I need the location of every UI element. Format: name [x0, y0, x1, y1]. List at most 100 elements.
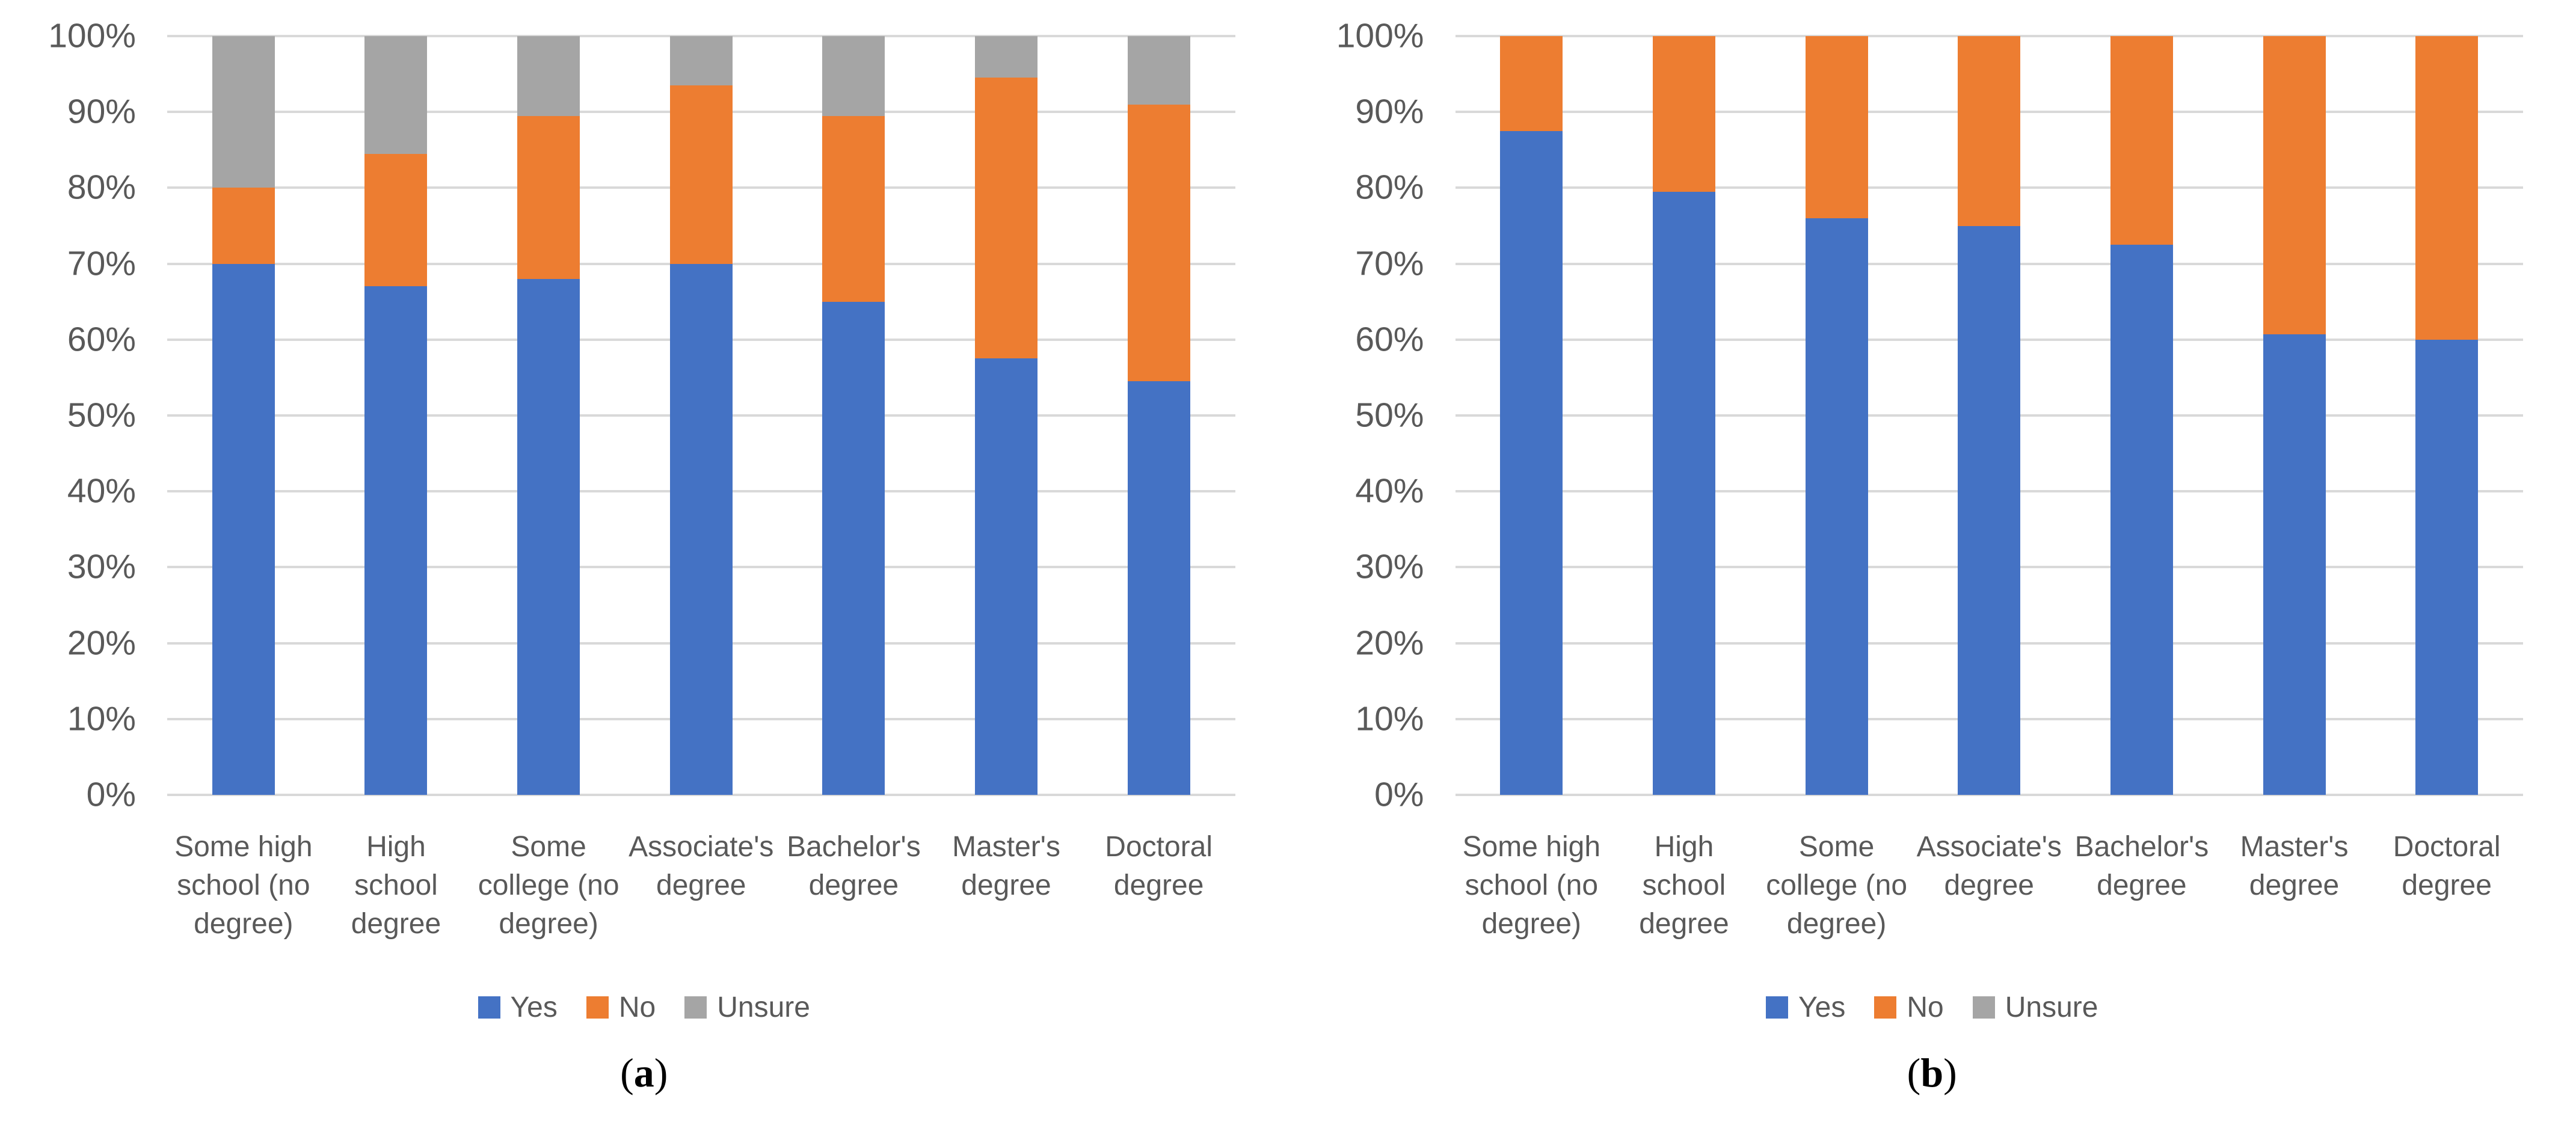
y-tick-label: 70%	[1355, 244, 1424, 283]
y-tick-label: 80%	[1355, 168, 1424, 207]
legend-swatch-no	[586, 996, 609, 1019]
caption-paren-open: (	[620, 1050, 634, 1096]
caption-letter: b	[1920, 1050, 1944, 1096]
bars-container	[167, 36, 1235, 795]
bar-segment-yes	[2110, 245, 2173, 795]
y-tick-label: 50%	[67, 396, 136, 435]
bar-segment-yes	[517, 278, 580, 795]
legend-label: Yes	[1798, 991, 1846, 1024]
x-category-label: Associate's degree	[1916, 831, 2062, 901]
bar-segment-yes	[212, 263, 275, 795]
x-category-label: Doctoral degree	[1105, 831, 1213, 901]
y-tick-label: 20%	[1355, 624, 1424, 663]
bar-3	[1760, 36, 1913, 795]
bar-segment-unsure	[669, 36, 733, 86]
bar-segment-unsure	[975, 36, 1038, 78]
legend-swatch-no	[1874, 996, 1897, 1019]
x-category-label: Some college (no degree)	[478, 831, 619, 940]
y-tick-label: 100%	[1336, 16, 1424, 55]
bar-segment-yes	[1652, 191, 1715, 795]
bar-4	[1913, 36, 2065, 795]
x-axis-category-labels-b: Some high school (no degree) High school degr…	[1456, 795, 2524, 943]
caption-a: (a)	[0, 1049, 1288, 1097]
legend-item-unsure: Unsure	[1972, 991, 2098, 1024]
bar-7	[1083, 36, 1235, 795]
gridline	[167, 35, 1235, 37]
x-category-label: Doctoral degree	[2393, 831, 2501, 901]
x-category-label: Master's degree	[952, 831, 1060, 901]
legend-item-yes: Yes	[1766, 991, 1845, 1024]
bar-segment-yes	[1127, 381, 1190, 795]
legend-b: Yes No Unsure	[1288, 991, 2576, 1024]
y-tick-label: 10%	[67, 699, 136, 738]
bar-segment-no	[2110, 36, 2173, 245]
y-tick-label: 60%	[1355, 320, 1424, 359]
bar-2	[320, 36, 473, 795]
x-category-label: Bachelor's degree	[787, 831, 921, 901]
bar-segment-no	[364, 153, 428, 287]
y-tick-label: 50%	[1355, 396, 1424, 435]
bar-6	[930, 36, 1083, 795]
legend-label: Yes	[510, 991, 558, 1024]
bar-segment-no	[2263, 36, 2326, 334]
y-tick-label: 40%	[67, 471, 136, 510]
legend-label: No	[1907, 991, 1944, 1024]
legend-label: Unsure	[717, 991, 810, 1024]
bar-segment-unsure	[822, 36, 885, 116]
bar-segment-no	[212, 188, 275, 264]
legend-item-unsure: Unsure	[684, 991, 810, 1024]
x-category-label: High school degree	[351, 831, 441, 940]
bar-segment-no	[1958, 36, 2021, 226]
y-tick-label: 20%	[67, 624, 136, 663]
y-tick-label: 0%	[86, 775, 136, 814]
caption-paren-close: )	[654, 1050, 668, 1096]
bar-segment-yes	[975, 358, 1038, 795]
legend-swatch-unsure	[1972, 996, 1995, 1019]
bar-segment-no	[1652, 36, 1715, 192]
bar-1	[167, 36, 320, 795]
y-tick-label: 30%	[67, 547, 136, 586]
bar-5	[2065, 36, 2218, 795]
bar-segment-no	[1805, 36, 1868, 218]
bar-4	[625, 36, 778, 795]
bar-segment-yes	[2415, 339, 2479, 795]
x-category-label: Associate's degree	[629, 831, 774, 901]
plot-area-b: 100% 90% 80% 70% 60% 50% 40% 30% 20% 10% 0%	[1336, 19, 2523, 812]
y-tick-label: 40%	[1355, 471, 1424, 510]
legend-label: Unsure	[2005, 991, 2098, 1024]
bar-segment-no	[822, 115, 885, 302]
bar-segment-yes	[1958, 225, 2021, 795]
bar-7	[2370, 36, 2523, 795]
bar-segment-yes	[364, 286, 428, 795]
plot-area-a: 100% 90% 80% 70% 60% 50% 40% 30% 20% 10% 0%	[48, 19, 1235, 812]
bar-2	[1608, 36, 1760, 795]
bar-segment-yes	[1805, 218, 1868, 795]
y-tick-label: 90%	[1355, 92, 1424, 131]
x-category-label: Some college (no degree)	[1766, 831, 1908, 940]
x-axis-category-labels-a: Some high school (no degree) High school degr…	[167, 795, 1235, 943]
caption-paren-open: (	[1907, 1050, 1921, 1096]
bar-segment-unsure	[517, 36, 580, 116]
bar-segment-unsure	[212, 36, 275, 188]
y-tick-label: 90%	[67, 92, 136, 131]
bar-segment-no	[2415, 36, 2479, 340]
y-tick-label: 80%	[67, 168, 136, 207]
y-tick-label: 0%	[1374, 775, 1424, 814]
legend-swatch-yes	[1766, 996, 1789, 1019]
legend-swatch-yes	[478, 996, 500, 1019]
y-tick-label: 100%	[48, 16, 136, 55]
y-tick-label: 70%	[67, 244, 136, 283]
gridline	[1455, 794, 2523, 796]
bar-5	[778, 36, 930, 795]
x-category-label: High school degree	[1639, 831, 1729, 940]
x-category-label: Some high school (no degree)	[174, 831, 313, 940]
bar-segment-unsure	[364, 36, 428, 154]
bar-segment-yes	[2263, 334, 2326, 795]
legend-label: No	[618, 991, 656, 1024]
bar-3	[472, 36, 625, 795]
bar-segment-yes	[669, 263, 733, 795]
caption-letter: a	[633, 1050, 654, 1096]
bar-segment-no	[975, 78, 1038, 359]
y-tick-label: 60%	[67, 320, 136, 359]
x-category-label: Bachelor's degree	[2074, 831, 2209, 901]
